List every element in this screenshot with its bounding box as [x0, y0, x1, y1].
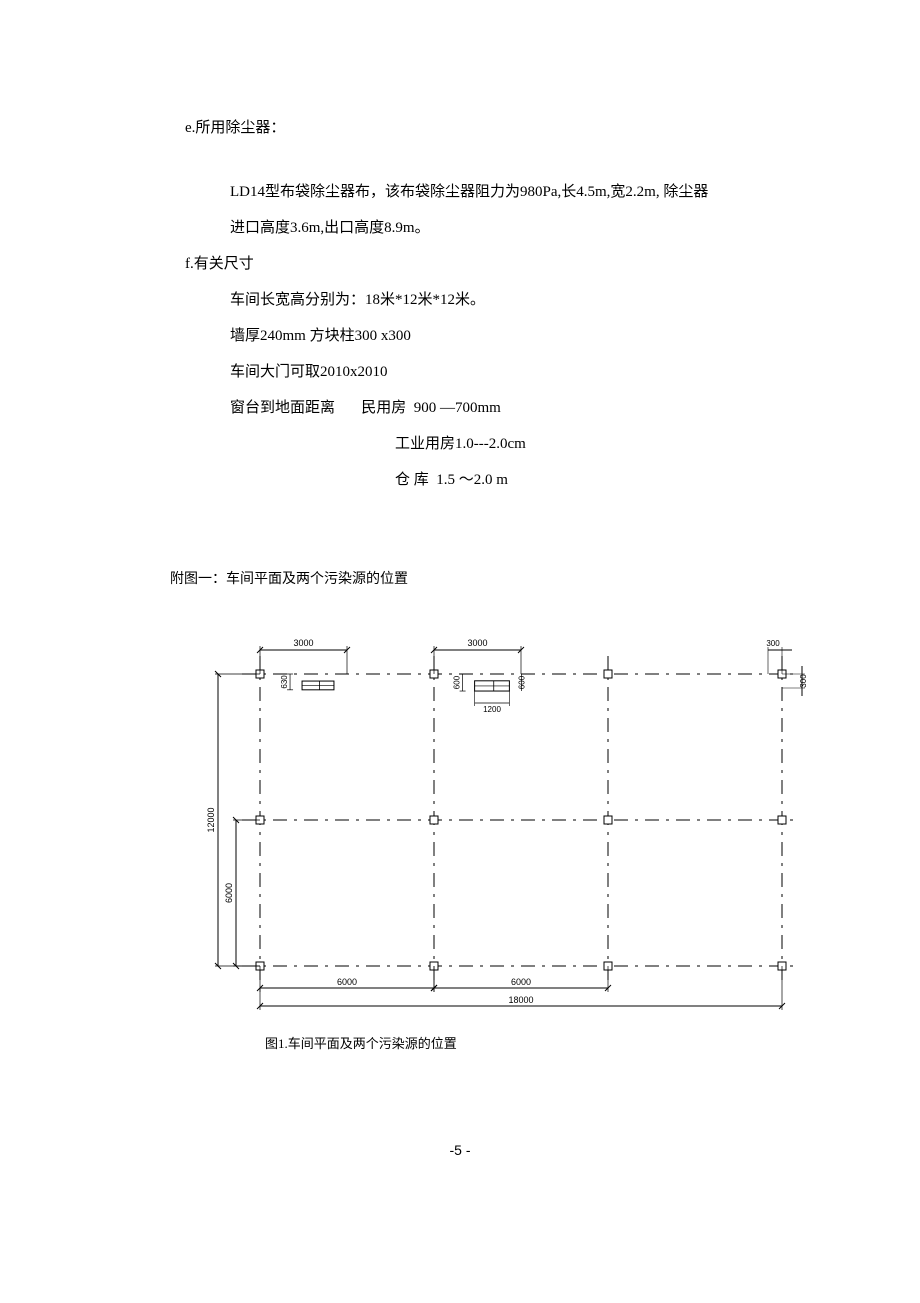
svg-text:300: 300 — [799, 674, 808, 688]
paragraph-line: 进口高度3.6m,出口高度8.9m。 — [230, 210, 820, 246]
heading-e: e.所用除尘器： — [185, 110, 820, 146]
page-number: -5 - — [100, 1142, 820, 1158]
appendix-title: 附图一：车间平面及两个污染源的位置 — [170, 568, 820, 588]
svg-text:300: 300 — [766, 639, 780, 648]
svg-text:3000: 3000 — [467, 638, 487, 648]
svg-text:630: 630 — [280, 675, 289, 689]
floor-plan-svg: 3000 3000 300 300 6000 6000 18000 12000 6000 630 6… — [200, 624, 820, 1024]
svg-text:1200: 1200 — [483, 705, 501, 714]
paragraph-line: LD14型布袋除尘器布，该布袋除尘器阻力为980Pa,长4.5m,宽2.2m, … — [230, 174, 820, 210]
paragraph-line: 墙厚240mm 方块柱300 x300 — [230, 318, 820, 354]
document-page: e.所用除尘器： LD14型布袋除尘器布，该布袋除尘器阻力为980Pa,长4.5… — [0, 0, 920, 1218]
section-e: e.所用除尘器： — [100, 110, 820, 146]
figure-caption: 图1.车间平面及两个污染源的位置 — [265, 1033, 820, 1052]
svg-text:12000: 12000 — [206, 807, 216, 832]
svg-text:3000: 3000 — [293, 638, 313, 648]
paragraph-line: 车间大门可取2010x2010 — [230, 354, 820, 390]
svg-text:6000: 6000 — [337, 977, 357, 987]
svg-text:18000: 18000 — [508, 995, 533, 1005]
svg-text:600: 600 — [453, 675, 462, 689]
paragraph-line: 窗台到地面距离 民用房 900 —700mm — [230, 390, 820, 426]
paragraph-line: 仓 库 1.5 ～2.0 m — [395, 462, 820, 498]
svg-text:6000: 6000 — [511, 977, 531, 987]
figure-floor-plan: 3000 3000 300 300 6000 6000 18000 12000 6000 630 6… — [200, 624, 820, 1052]
paragraph-line: 工业用房1.0---2.0cm — [395, 426, 820, 462]
svg-text:600: 600 — [517, 675, 526, 689]
heading-f: f.有关尺寸 — [185, 246, 820, 282]
svg-text:6000: 6000 — [224, 883, 234, 903]
paragraph-line: 车间长宽高分别为：18米*12米*12米。 — [230, 282, 820, 318]
